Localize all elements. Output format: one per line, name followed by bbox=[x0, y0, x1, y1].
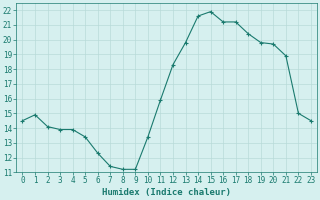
X-axis label: Humidex (Indice chaleur): Humidex (Indice chaleur) bbox=[102, 188, 231, 197]
